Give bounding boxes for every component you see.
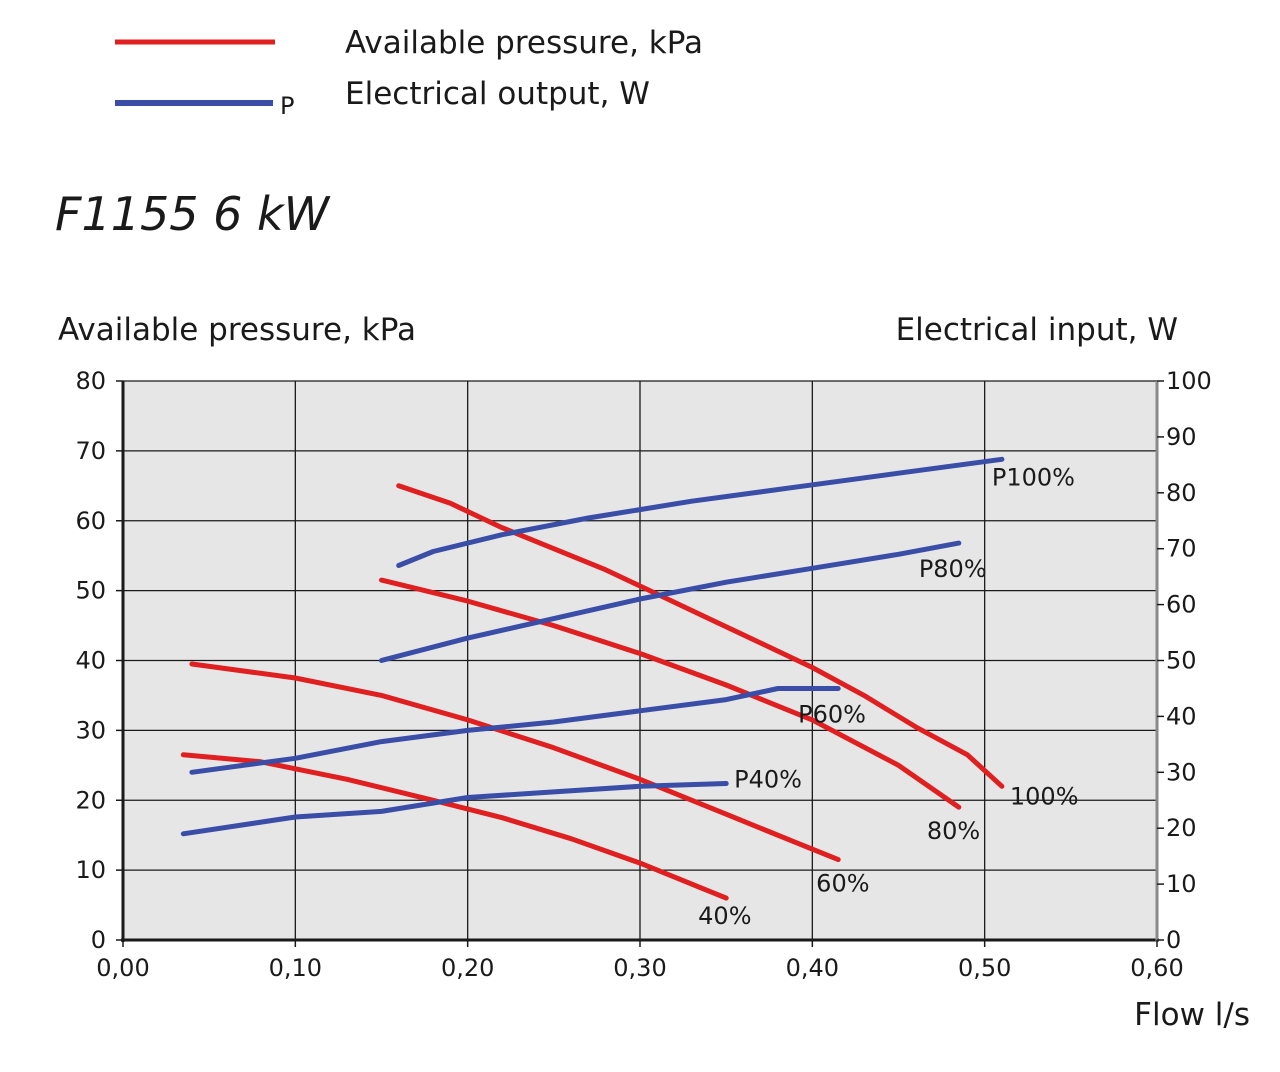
x-axis-title: Flow l/s	[1134, 997, 1250, 1033]
y2-axis-title: Electrical input, W	[896, 312, 1178, 348]
y2-tick-label: 20	[1166, 814, 1197, 842]
y2-tick-label: 30	[1166, 758, 1197, 786]
series-line-p100pct	[396, 456, 1005, 568]
y-tick-label: 50	[75, 577, 106, 605]
series-line-80pct	[379, 577, 962, 810]
y-tick-label: 10	[75, 856, 106, 884]
series-line-p60pct	[189, 686, 841, 775]
series-lines	[180, 456, 1005, 901]
series-label-40pct: 40%	[698, 902, 751, 930]
x-tick-label: 0,40	[786, 954, 839, 982]
y-tick-label: 70	[75, 437, 106, 465]
y2-tick-label: 90	[1166, 423, 1197, 451]
y-tick-label: 80	[75, 367, 106, 395]
series-labels: 100% 80% 60% 40% P100% P80% P60% P40%	[698, 463, 1078, 930]
y-tick-label: 40	[75, 647, 106, 675]
y-tick-label: 0	[91, 926, 106, 954]
series-line-p40pct	[180, 781, 729, 837]
legend-label-power: Electrical output, W	[345, 76, 650, 112]
series-label-100pct: 100%	[1010, 782, 1079, 810]
y2-tick-label: 40	[1166, 702, 1197, 730]
tick-labels: 0 10 20 30 40 50 60 70 80 0 10 20 30 40 50 60 70 80 90 100 0…	[75, 367, 1211, 982]
x-tick-label: 0,30	[613, 954, 666, 982]
legend-marker-p: P	[280, 92, 294, 120]
y-tick-label: 60	[75, 507, 106, 535]
legend: Available pressure, kPa P Electrical out…	[115, 25, 703, 120]
x-tick-label: 0,20	[441, 954, 494, 982]
series-line-40pct	[180, 752, 729, 901]
x-tick-label: 0,10	[269, 954, 322, 982]
y-tick-label: 30	[75, 716, 106, 744]
y-axis-title: Available pressure, kPa	[58, 312, 416, 348]
y2-tick-label: 80	[1166, 479, 1197, 507]
x-tick-label: 0,50	[958, 954, 1011, 982]
series-line-p80pct	[379, 540, 962, 663]
series-label-p40pct: P40%	[734, 765, 802, 793]
series-label-p100pct: P100%	[992, 463, 1075, 491]
series-line-100pct	[396, 483, 1005, 789]
grid	[123, 380, 1157, 940]
x-tick-label: 0,00	[96, 954, 149, 982]
series-label-p80pct: P80%	[919, 555, 987, 583]
series-label-80pct: 80%	[927, 817, 980, 845]
y2-tick-label: 0	[1166, 926, 1181, 954]
y2-tick-label: 50	[1166, 647, 1197, 675]
y2-tick-label: 100	[1166, 367, 1212, 395]
legend-label-pressure: Available pressure, kPa	[345, 25, 703, 61]
axes	[116, 380, 1164, 947]
x-tick-label: 0,60	[1130, 954, 1183, 982]
y2-tick-label: 70	[1166, 535, 1197, 563]
y2-tick-label: 60	[1166, 591, 1197, 619]
series-line-60pct	[189, 661, 841, 863]
chart-title: F1155 6 kW	[55, 187, 331, 241]
series-label-p60pct: P60%	[798, 700, 866, 728]
y-tick-label: 20	[75, 786, 106, 814]
series-label-60pct: 60%	[816, 870, 869, 898]
y2-tick-label: 10	[1166, 870, 1197, 898]
